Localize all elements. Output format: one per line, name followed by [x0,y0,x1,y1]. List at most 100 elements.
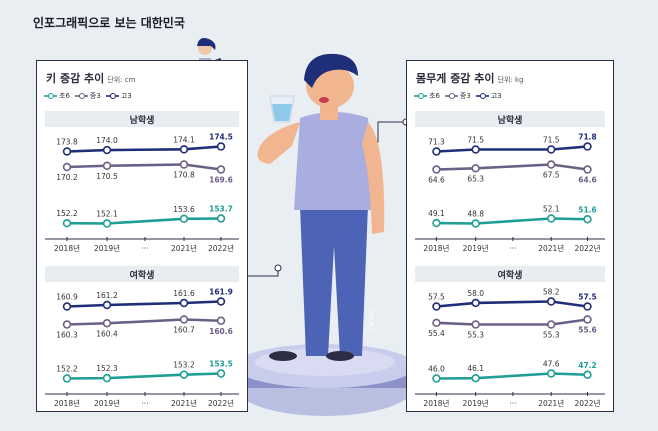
data-point [179,214,189,224]
data-label: 49.1 [428,209,445,218]
data-label: 161.2 [96,291,118,300]
legend-label: 초6 [59,92,70,100]
data-label: 152.2 [56,209,78,218]
data-label: 161.9 [209,288,233,297]
data-point [62,320,72,329]
series-line-middle3 [436,163,588,171]
data-point [583,315,592,324]
x-tick-label: 2022년 [208,398,234,408]
data-label: 152.3 [96,364,118,373]
legend-swatch [44,93,57,99]
series-line-elementary6 [66,217,222,225]
data-label: 173.8 [56,138,78,147]
data-label: 152.2 [56,365,78,374]
chart-title-text: 몸무게 증감 추이 [416,72,495,85]
group-title: 여학생 [130,269,155,281]
data-label: 153.6 [173,205,195,214]
chart-title: 몸무게 증감 추이 단위: kg [416,70,523,86]
x-tick-label: 2019년 [94,243,120,253]
group-header [415,266,605,282]
data-label: 153.5 [209,360,233,369]
chart-title-text: 키 증감 추이 [46,72,105,85]
x-tick-label: ··· [141,244,148,253]
group-title: 여학생 [498,269,523,281]
height-chart: 남학생 173.8 174.0 174.1 174.5 170.2 170.5 170.8 16… [45,111,239,408]
x-tick-label: 2018년 [54,398,80,408]
data-point [179,298,189,308]
chart-legend: 초6 중3 고3 [44,91,132,101]
data-label: 153.7 [209,205,233,214]
series-line-high3 [436,145,588,153]
series-line-middle3 [66,318,222,326]
data-label: 52.1 [543,205,560,214]
legend-label: 중3 [89,92,101,100]
series-line-high3 [66,145,222,153]
series-line-high3 [436,300,588,308]
legend-swatch [105,93,119,99]
x-tick-label: 2021년 [171,398,197,408]
data-label: 64.6 [578,176,597,185]
legend-swatch [74,93,88,99]
data-point [62,374,72,383]
data-point [62,147,72,156]
data-point [471,373,480,383]
legend-swatch [414,93,427,99]
legend-item-elementary6: 초6 [44,91,70,101]
x-tick-label: 2018년 [423,243,449,253]
data-point [62,302,72,311]
x-tick-label: 2022년 [208,243,234,253]
legend-label: 고3 [120,92,132,100]
data-point [471,298,480,308]
data-label: 170.8 [173,171,195,180]
data-point [216,369,226,378]
unit-label: 단위: cm [107,76,136,84]
data-label: 160.4 [96,329,118,338]
data-label: 174.0 [96,136,118,145]
data-point [216,316,226,325]
legend-label: 초6 [429,92,440,100]
data-point [432,218,441,228]
data-point [179,145,189,154]
data-point [471,145,480,154]
series-line-middle3 [66,163,222,171]
x-tick-label: 2021년 [538,398,564,408]
data-point [102,161,112,170]
data-label: 71.5 [467,136,484,145]
data-label: 169.6 [209,176,233,185]
data-point [583,165,592,174]
series-line-middle3 [436,318,588,326]
data-point [179,370,189,379]
legend-item-middle3: 중3 [74,91,101,101]
data-point [547,160,556,169]
x-tick-label: 2018년 [423,398,449,408]
data-label: 58.0 [467,289,484,298]
data-point [179,160,189,169]
data-point [102,319,112,328]
x-tick-label: ··· [141,399,148,408]
x-tick-label: 2019년 [94,398,120,408]
data-label: 160.3 [56,331,78,340]
data-point [62,162,72,172]
data-label: 160.7 [173,326,195,335]
data-label: 57.5 [428,293,445,302]
x-tick-label: 2021년 [171,243,197,253]
data-point [432,374,441,383]
data-label: 55.3 [543,331,560,340]
series-line-elementary6 [66,372,222,380]
data-label: 46.0 [428,365,445,374]
data-label: 67.5 [543,171,560,180]
data-point [432,318,441,328]
x-tick-label: 2022년 [574,398,600,408]
weight-chart: 남학생 71.3 71.5 71.5 71.8 64.6 65.3 67.5 64.6 49.1 4… [415,111,605,408]
data-point [216,297,226,306]
data-point [547,320,556,329]
data-point [583,302,592,311]
data-label: 46.1 [467,364,484,373]
data-point [547,369,556,378]
data-label: 71.5 [543,136,560,145]
data-label: 65.3 [467,174,484,183]
data-label: 55.4 [428,329,445,338]
legend-swatch [475,93,489,99]
data-point [583,370,592,379]
data-label: 170.5 [96,172,118,181]
